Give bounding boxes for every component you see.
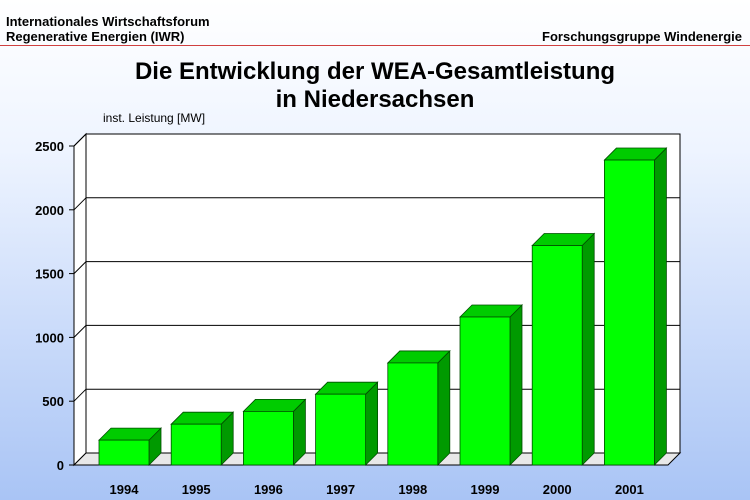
bar — [387, 362, 439, 466]
plot-side-wall — [73, 132, 87, 467]
bar — [315, 393, 367, 466]
organization-subtitle: Regenerative Energien (IWR) — [6, 29, 185, 44]
bar-side — [365, 381, 379, 466]
chart-title-line2: in Niedersachsen — [275, 86, 475, 113]
y-tick-label: 0 — [57, 458, 64, 473]
header-divider — [0, 45, 750, 46]
research-group-label: Forschungsgruppe Windenergie — [542, 29, 742, 44]
x-tick-label: 2000 — [543, 482, 572, 497]
y-tick-label: 2000 — [35, 203, 64, 218]
chart-title-line1: Die Entwicklung der WEA-Gesamtleistung — [134, 58, 616, 85]
y-tick-label: 1500 — [35, 267, 64, 282]
gridline-side — [73, 261, 87, 274]
bar — [170, 423, 222, 466]
bar — [604, 159, 655, 466]
gridline-side — [73, 197, 87, 211]
x-tick-label: 2001 — [615, 482, 644, 497]
x-tick-label: 1995 — [182, 482, 211, 497]
y-tick-label: 1000 — [35, 330, 64, 345]
bar — [242, 411, 294, 466]
x-tick-label: 1994 — [110, 482, 140, 497]
y-tick-label: 2500 — [35, 139, 64, 154]
y-axis-label: inst. Leistung [MW] — [103, 111, 205, 125]
bar-side — [437, 349, 451, 466]
bar-side — [581, 232, 595, 466]
bar — [98, 439, 150, 466]
gridline-side — [73, 388, 87, 402]
y-tick-label: 500 — [42, 394, 64, 409]
bar-side — [509, 304, 523, 466]
organization-name: Internationales Wirtschaftsforum — [6, 14, 210, 29]
gridline-side — [73, 325, 87, 338]
x-tick-label: 1999 — [471, 482, 500, 497]
x-tick-label: 1998 — [398, 482, 427, 497]
bar — [531, 245, 583, 466]
x-tick-label: 1997 — [326, 482, 355, 497]
gridline-side — [73, 133, 87, 147]
x-tick-label: 1996 — [254, 482, 283, 497]
bar — [459, 316, 511, 466]
bar-side — [654, 147, 667, 466]
